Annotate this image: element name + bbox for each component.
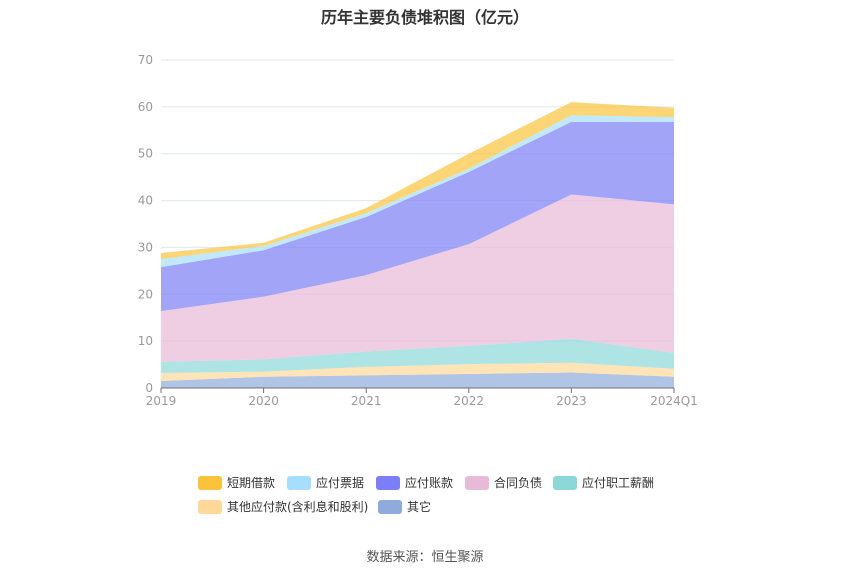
x-tick-label: 2020	[248, 394, 279, 408]
y-tick-label: 30	[138, 240, 153, 254]
y-tick-label: 50	[138, 147, 153, 161]
legend-swatch	[465, 475, 489, 490]
legend-swatch	[287, 475, 311, 490]
legend-label: 应付账款	[405, 476, 454, 490]
x-tick-label: 2021	[351, 394, 382, 408]
data-source: 数据来源：恒生聚源	[366, 550, 484, 565]
legend-swatch	[376, 475, 400, 490]
y-tick-label: 40	[138, 194, 153, 208]
x-tick-label: 2022	[454, 394, 485, 408]
legend-swatch	[198, 475, 222, 490]
x-tick-label: 2019	[146, 394, 177, 408]
legend-label: 应付职工薪酬	[582, 476, 655, 490]
area-应付票据	[161, 115, 674, 268]
legend-label: 应付票据	[316, 476, 365, 490]
legend-item[interactable]: 短期借款	[198, 474, 275, 491]
chart-title: 历年主要负债堆积图（亿元）	[320, 8, 529, 27]
y-tick-label: 60	[138, 100, 153, 114]
legend-item[interactable]: 应付账款	[376, 474, 453, 491]
area-其他应付款(含利息和股利)	[161, 362, 674, 381]
y-tick-label: 70	[138, 53, 153, 67]
legend-item[interactable]: 合同负债	[465, 474, 542, 491]
legend-item[interactable]: 其他应付款(含利息和股利)	[198, 498, 368, 515]
legend-swatch	[553, 475, 577, 490]
area-其它	[161, 372, 674, 388]
y-tick-label: 10	[138, 334, 153, 348]
area-合同负债	[161, 194, 674, 362]
legend-label: 其它	[407, 500, 432, 514]
legend-swatch	[378, 499, 402, 514]
y-tick-label: 20	[138, 287, 153, 301]
x-tick-label: 2023	[556, 394, 587, 408]
legend-label: 短期借款	[227, 476, 276, 490]
legend-label: 合同负债	[494, 476, 543, 490]
legend-swatch	[198, 499, 222, 514]
area-应付职工薪酬	[161, 338, 674, 374]
legend-label: 其他应付款(含利息和股利)	[227, 500, 369, 514]
legend-item[interactable]: 应付票据	[287, 474, 364, 491]
y-tick-label: 0	[145, 381, 153, 395]
x-tick-label: 2024Q1	[650, 394, 698, 408]
area-应付账款	[161, 121, 674, 312]
legend-item[interactable]: 应付职工薪酬	[553, 474, 654, 491]
legend-item[interactable]: 其它	[378, 498, 431, 515]
